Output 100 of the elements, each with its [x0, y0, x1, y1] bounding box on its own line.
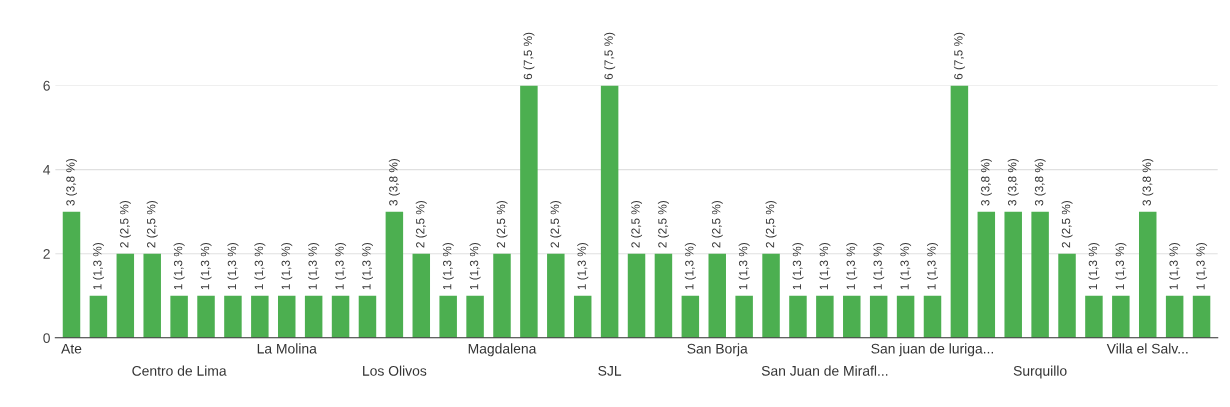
data-label: 1 (1,3 %) — [173, 243, 185, 290]
bar — [304, 295, 323, 338]
bar — [708, 253, 726, 338]
data-label: 2 (2,5 %) — [496, 200, 508, 248]
data-label: 1 (1,3 %) — [900, 243, 912, 290]
data-label: 2 (2,5 %) — [711, 200, 723, 248]
data-label: 1 (1,3 %) — [1115, 243, 1127, 290]
data-label: 1 (1,3 %) — [873, 243, 885, 290]
x-tick-label: SJL — [598, 365, 622, 376]
data-label: 3 (3,8 %) — [65, 158, 77, 206]
data-label: 1 (1,3 %) — [335, 243, 347, 290]
bar — [1031, 211, 1049, 338]
data-label: 1 (1,3 %) — [684, 243, 696, 290]
bar — [600, 85, 619, 338]
bar — [1085, 295, 1103, 338]
bar — [789, 295, 807, 338]
data-label: 2 (2,5 %) — [119, 200, 131, 248]
x-tick-label: Centro de Lima — [132, 365, 227, 376]
data-label: 3 (3,8 %) — [1034, 158, 1046, 206]
data-label: 1 (1,3 %) — [227, 243, 239, 290]
bar — [869, 295, 888, 338]
data-label: 6 (7,5 %) — [953, 32, 965, 80]
data-label: 1 (1,3 %) — [846, 243, 858, 290]
data-label: 1 (1,3 %) — [361, 243, 373, 290]
data-label: 6 (7,5 %) — [523, 32, 535, 80]
x-tick-label: Surquillo — [1013, 365, 1067, 379]
bar — [573, 295, 592, 338]
bar — [627, 253, 646, 338]
bar — [977, 211, 996, 338]
data-label: 1 (1,3 %) — [819, 243, 831, 290]
data-label: 2 (2,5 %) — [765, 200, 777, 248]
data-label: 3 (3,8 %) — [388, 158, 400, 206]
bar — [1112, 295, 1130, 338]
bar — [762, 253, 780, 338]
bar — [439, 295, 457, 338]
data-label: 1 (1,3 %) — [1088, 243, 1100, 290]
bar — [143, 253, 161, 338]
bar — [1165, 295, 1184, 338]
data-label: 3 (3,8 %) — [1007, 158, 1019, 206]
bar — [896, 295, 915, 338]
x-tick-label: La Molina — [257, 343, 317, 354]
bar — [843, 295, 861, 338]
bar — [412, 253, 431, 338]
bar — [89, 295, 108, 338]
bar — [331, 295, 350, 338]
data-label: 1 (1,3 %) — [442, 243, 454, 290]
data-label: 2 (2,5 %) — [415, 200, 427, 248]
bar — [816, 295, 834, 338]
data-label: 1 (1,3 %) — [738, 243, 750, 290]
bar — [116, 253, 135, 338]
bar — [1058, 253, 1076, 338]
bar — [493, 253, 511, 338]
y-tick-label: 6 — [43, 80, 50, 91]
bar — [62, 211, 81, 338]
bar — [466, 295, 484, 338]
bar — [735, 295, 753, 338]
x-tick-label: San juan de luriga... — [871, 343, 993, 357]
data-label: 1 (1,3 %) — [281, 243, 293, 290]
bar — [654, 253, 673, 338]
data-label: 2 (2,5 %) — [550, 200, 562, 248]
data-label: 1 (1,3 %) — [200, 243, 212, 290]
bar — [950, 85, 969, 338]
data-label: 3 (3,8 %) — [1142, 158, 1154, 206]
bar — [1139, 211, 1157, 338]
bar — [547, 253, 565, 338]
bar — [681, 295, 700, 338]
bar — [224, 295, 242, 338]
x-tick-label: San Borja — [687, 343, 748, 357]
data-label: 1 (1,3 %) — [308, 243, 320, 290]
x-tick-label: Villa el Salv... — [1106, 343, 1188, 354]
bar — [520, 85, 538, 338]
x-tick-label: Ate — [61, 343, 82, 354]
data-label: 2 (2,5 %) — [657, 200, 669, 248]
x-tick-label: San Juan de Mirafl... — [761, 365, 888, 376]
data-label: 1 (1,3 %) — [1169, 243, 1181, 290]
bar — [358, 295, 377, 338]
data-label: 1 (1,3 %) — [469, 243, 481, 290]
data-label: 1 (1,3 %) — [926, 243, 938, 290]
x-tick-label: Magdalena — [468, 343, 537, 357]
data-label: 2 (2,5 %) — [631, 200, 643, 248]
bar — [1004, 211, 1022, 338]
y-tick-label: 2 — [43, 249, 50, 259]
y-tick-label: 4 — [43, 165, 51, 175]
data-label: 2 (2,5 %) — [1061, 200, 1073, 248]
bar — [251, 295, 269, 338]
y-tick-label: 0 — [43, 333, 50, 343]
data-label: 1 (1,3 %) — [577, 243, 589, 290]
data-label: 1 (1,3 %) — [254, 243, 266, 290]
bar — [1192, 295, 1211, 338]
data-label: 3 (3,8 %) — [980, 158, 992, 206]
bar — [278, 295, 296, 338]
bar — [923, 295, 942, 338]
x-tick-label: Los Olivos — [363, 365, 427, 376]
data-label: 1 (1,3 %) — [792, 243, 804, 290]
bar — [385, 211, 404, 338]
bar — [170, 295, 188, 338]
data-label: 2 (2,5 %) — [146, 200, 158, 248]
data-label: 6 (7,5 %) — [604, 32, 616, 80]
data-label: 1 (1,3 %) — [1196, 243, 1208, 290]
bar — [197, 295, 215, 338]
